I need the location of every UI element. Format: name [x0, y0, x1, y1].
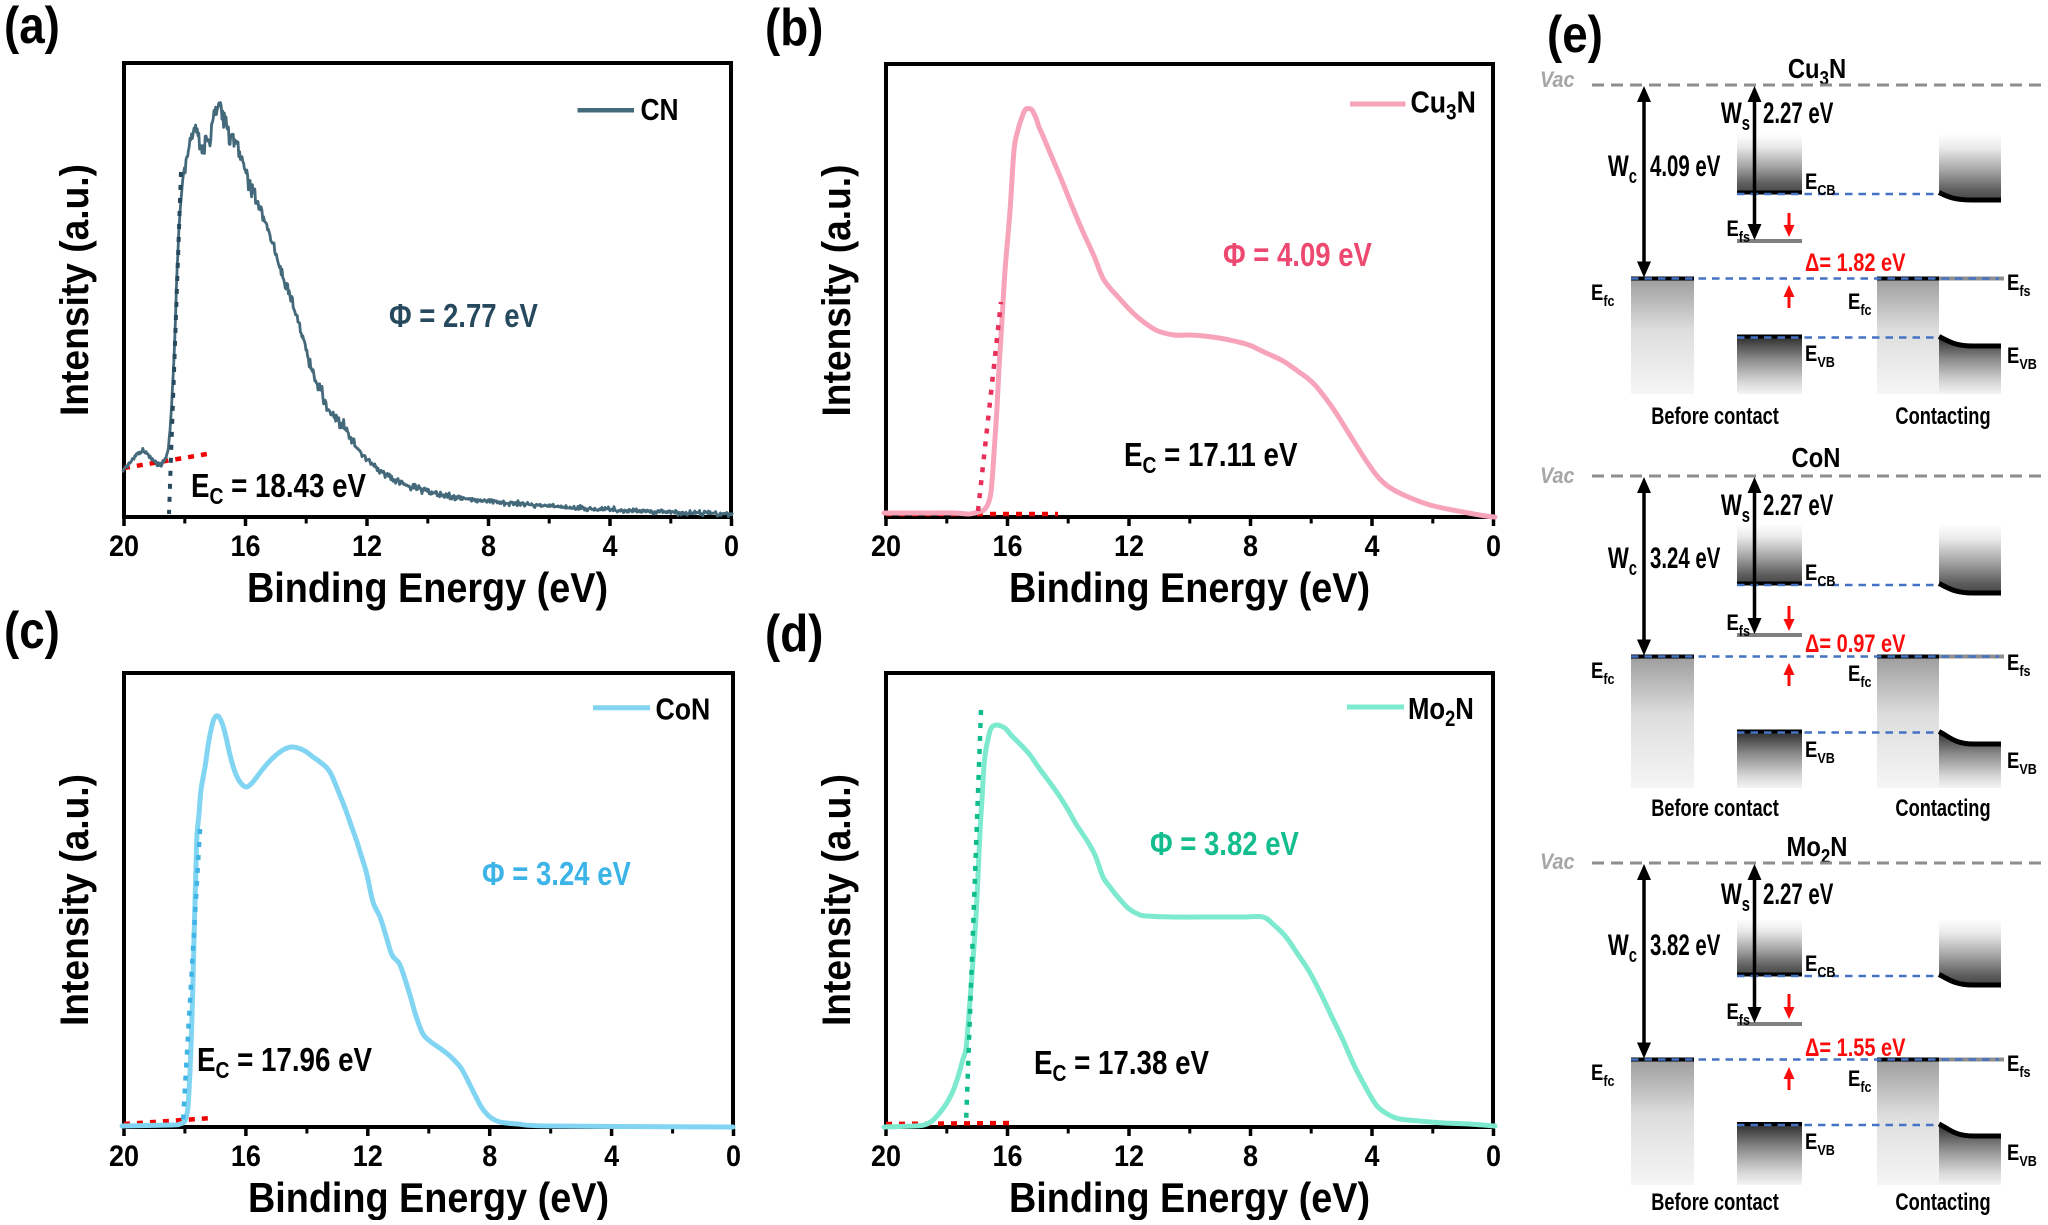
svg-text:0: 0 [1486, 1140, 1501, 1174]
svg-text:(b): (b) [765, 0, 823, 57]
svg-text:Intensity (a.u.): Intensity (a.u.) [53, 774, 98, 1026]
svg-text:(c): (c) [4, 602, 60, 659]
svg-text:Before contact: Before contact [1651, 795, 1779, 822]
svg-text:Contacting: Contacting [1895, 1189, 1990, 1216]
svg-text:2.27 eV: 2.27 eV [1763, 97, 1833, 130]
svg-text:Cu3N: Cu3N [1788, 52, 1846, 89]
svg-text:20: 20 [871, 1140, 901, 1174]
svg-text:4: 4 [1364, 530, 1379, 564]
svg-text:2.27 eV: 2.27 eV [1763, 878, 1833, 911]
svg-text:16: 16 [992, 530, 1022, 564]
svg-text:0: 0 [1486, 530, 1501, 564]
svg-text:EC = 18.43 eV: EC = 18.43 eV [191, 468, 367, 510]
svg-text:Φ = 3.24 eV: Φ = 3.24 eV [482, 856, 632, 893]
svg-text:Intensity (a.u.): Intensity (a.u.) [53, 164, 98, 416]
svg-text:12: 12 [1114, 530, 1144, 564]
svg-text:Ws: Ws [1721, 96, 1750, 135]
svg-text:8: 8 [1243, 530, 1258, 564]
svg-text:20: 20 [109, 530, 139, 564]
svg-text:4.09 eV: 4.09 eV [1650, 150, 1720, 183]
svg-text:CN: CN [641, 93, 679, 127]
svg-text:Before contact: Before contact [1651, 1189, 1779, 1216]
svg-text:Intensity (a.u.): Intensity (a.u.) [815, 774, 860, 1026]
svg-text:Before contact: Before contact [1651, 403, 1779, 430]
svg-text:0: 0 [726, 1140, 741, 1174]
svg-text:0: 0 [724, 530, 739, 564]
svg-text:Φ = 2.77 eV: Φ = 2.77 eV [389, 298, 539, 335]
svg-text:(d): (d) [765, 605, 823, 662]
svg-text:16: 16 [231, 1140, 261, 1174]
svg-text:3.24 eV: 3.24 eV [1650, 542, 1720, 575]
svg-text:16: 16 [992, 1140, 1022, 1174]
svg-text:Δ= 1.82 eV: Δ= 1.82 eV [1805, 249, 1906, 277]
svg-text:16: 16 [230, 530, 260, 564]
svg-text:Vac: Vac [1540, 464, 1575, 488]
svg-text:12: 12 [1114, 1140, 1144, 1174]
svg-text:20: 20 [871, 530, 901, 564]
svg-text:Mo2N: Mo2N [1787, 830, 1848, 867]
svg-text:8: 8 [482, 1140, 497, 1174]
svg-text:Contacting: Contacting [1895, 403, 1990, 430]
svg-text:20: 20 [109, 1140, 139, 1174]
svg-text:Contacting: Contacting [1895, 795, 1990, 822]
svg-text:3.82 eV: 3.82 eV [1650, 929, 1720, 962]
svg-text:12: 12 [352, 530, 382, 564]
svg-text:(a): (a) [4, 0, 60, 55]
svg-text:Binding Energy (eV): Binding Energy (eV) [247, 565, 608, 611]
svg-text:8: 8 [1243, 1140, 1258, 1174]
svg-text:4: 4 [602, 530, 617, 564]
svg-text:Φ = 3.82 eV: Φ = 3.82 eV [1150, 826, 1300, 863]
svg-text:12: 12 [353, 1140, 383, 1174]
svg-text:8: 8 [481, 530, 496, 564]
svg-text:EC = 17.96 eV: EC = 17.96 eV [197, 1042, 373, 1084]
svg-text:Binding Energy (eV): Binding Energy (eV) [1009, 1175, 1370, 1220]
svg-text:(e): (e) [1547, 6, 1603, 63]
svg-text:4: 4 [604, 1140, 619, 1174]
svg-text:Δ= 0.97 eV: Δ= 0.97 eV [1805, 630, 1906, 658]
svg-text:Δ= 1.55 eV: Δ= 1.55 eV [1805, 1034, 1906, 1062]
svg-text:Φ = 4.09 eV: Φ = 4.09 eV [1223, 237, 1373, 274]
svg-text:Binding Energy (eV): Binding Energy (eV) [248, 1175, 609, 1220]
svg-text:Cu3N: Cu3N [1411, 86, 1476, 125]
svg-text:Intensity (a.u.): Intensity (a.u.) [815, 164, 860, 416]
svg-text:Vac: Vac [1540, 68, 1575, 92]
svg-text:CoN: CoN [656, 693, 711, 727]
svg-text:2.27 eV: 2.27 eV [1763, 489, 1833, 522]
svg-text:4: 4 [1364, 1140, 1379, 1174]
svg-text:Binding Energy (eV): Binding Energy (eV) [1009, 565, 1370, 611]
svg-text:Mo2N: Mo2N [1408, 692, 1474, 732]
svg-text:CoN: CoN [1792, 441, 1841, 473]
svg-text:Vac: Vac [1540, 850, 1575, 874]
svg-text:Ws: Ws [1721, 877, 1750, 916]
